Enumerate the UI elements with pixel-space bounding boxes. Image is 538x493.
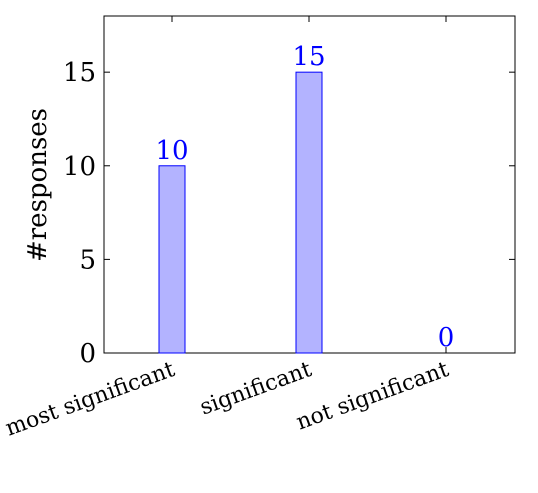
bar [158,165,186,354]
bar [295,71,323,354]
y-axis-tick-labels: 0 5 10 15 [63,58,96,369]
bar-data-label: 10 [155,136,188,166]
y-tick-label: 10 [63,152,96,182]
y-tick-label: 5 [79,245,96,275]
bar-series [158,71,323,354]
y-tick-label: 15 [63,58,96,88]
y-axis-ticks [104,71,515,354]
bar-data-label: 15 [292,42,325,72]
x-tick-label: most significant [2,357,178,441]
bar-data-labels: 10 15 0 [155,42,454,353]
y-tick-label: 0 [79,339,96,369]
y-axis-label: #responses [23,108,53,262]
bar-data-label: 0 [438,323,455,353]
x-tick-label: not significant [293,357,452,435]
